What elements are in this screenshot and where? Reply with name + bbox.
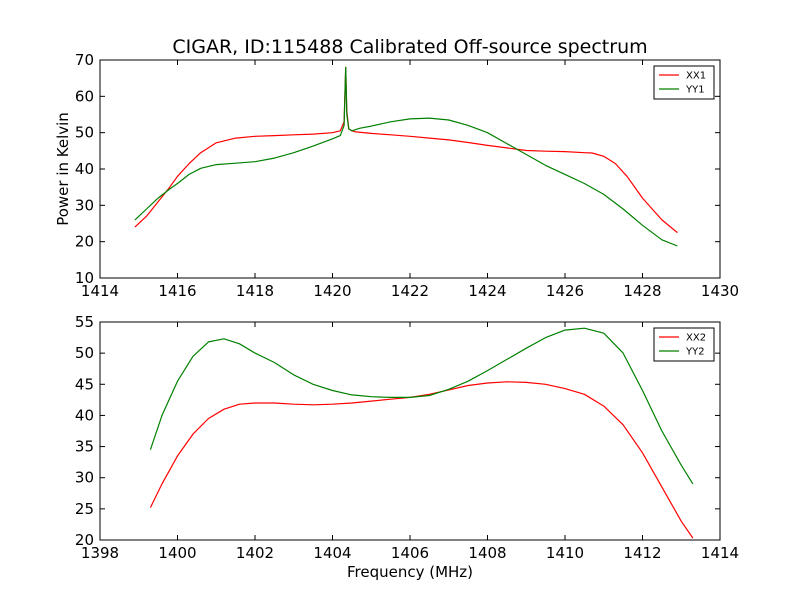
panel-bottom-x-tick-label: 1408 <box>468 544 506 562</box>
panel-top-y-tick-label: 40 <box>75 160 94 178</box>
panel-bottom-y-tick-label: 55 <box>75 313 94 331</box>
panel-top-series-line-xx1 <box>134 66 678 234</box>
panel-bottom-x-tick-label: 1398 <box>81 544 119 562</box>
panel-bottom-y-tick-label: 50 <box>75 344 94 362</box>
panel-bottom-x-tick-label: 1404 <box>313 544 351 562</box>
panel-bottom-series-line-yy2 <box>149 327 694 485</box>
panel-top-legend-label: XX1 <box>686 71 706 82</box>
panel-bottom-y-tick-label: 20 <box>75 531 94 549</box>
panel-top-y-tick-label: 20 <box>75 233 94 251</box>
panel-top-x-tick-label: 1428 <box>623 282 661 300</box>
panel-top-y-tick-label: 10 <box>75 269 94 287</box>
panel-bottom-xlabel: Frequency (MHz) <box>347 563 473 581</box>
panel-bottom-x-tick-label: 1400 <box>158 544 196 562</box>
panel-top-x-tick-label: 1418 <box>236 282 274 300</box>
panel-bottom-plot-area <box>149 327 694 539</box>
panel-top-y-tick-label: 60 <box>75 87 94 105</box>
panel-bottom-x-tick-label: 1406 <box>391 544 429 562</box>
panel-bottom: 1398 1400 1402 1404 1406 1408 1410 1412 1414 20 25… <box>75 313 739 581</box>
panel-bottom-y-tick-label: 25 <box>75 500 94 518</box>
panel-top-y-tick-label: 30 <box>75 196 94 214</box>
panel-top-x-tick-label: 1416 <box>158 282 196 300</box>
panel-bottom-x-tick-label: 1410 <box>546 544 584 562</box>
panel-top-axes: 1414 1416 1418 1420 1422 1424 1426 1428 1430 10 20… <box>75 51 739 300</box>
panel-top-x-tick-label: 1420 <box>313 282 351 300</box>
panel-top: 1414 1416 1418 1420 1422 1424 1426 1428 1430 10 20… <box>54 51 739 300</box>
panel-top-plot-area <box>134 66 678 247</box>
panel-top-x-tick-label: 1422 <box>391 282 429 300</box>
panel-top-series-line-yy1 <box>134 66 678 247</box>
panel-bottom-y-tick-label: 35 <box>75 438 94 456</box>
panel-top-x-tick-label: 1424 <box>468 282 506 300</box>
panel-top-x-tick-label: 1426 <box>546 282 584 300</box>
panel-bottom-legend-label: XX2 <box>686 333 706 344</box>
panel-top-x-tick-label: 1430 <box>701 282 739 300</box>
panel-bottom-legend-label: YY2 <box>685 347 705 358</box>
panel-bottom-x-tick-label: 1402 <box>236 544 274 562</box>
panel-top-legend-box <box>653 65 715 100</box>
panel-top-y-tick-label: 50 <box>75 124 94 142</box>
panel-bottom-y-tick-label: 40 <box>75 406 94 424</box>
panel-bottom-legend-box <box>653 327 715 362</box>
panel-top-legend-label: YY1 <box>685 85 705 96</box>
chart-title: CIGAR, ID:115488 Calibrated Off-source s… <box>172 36 647 58</box>
panel-top-y-tick-label: 70 <box>75 51 94 69</box>
panel-bottom-y-tick-label: 45 <box>75 375 94 393</box>
panel-bottom-x-tick-label: 1414 <box>701 544 739 562</box>
panel-bottom-x-tick-label: 1412 <box>623 544 661 562</box>
panel-bottom-y-tick-label: 30 <box>75 469 94 487</box>
panel-bottom-axes: 1398 1400 1402 1404 1406 1408 1410 1412 1414 20 25… <box>75 313 739 562</box>
panel-top-x-tick-label: 1414 <box>81 282 119 300</box>
panel-top-ylabel: Power in Kelvin <box>54 112 72 226</box>
